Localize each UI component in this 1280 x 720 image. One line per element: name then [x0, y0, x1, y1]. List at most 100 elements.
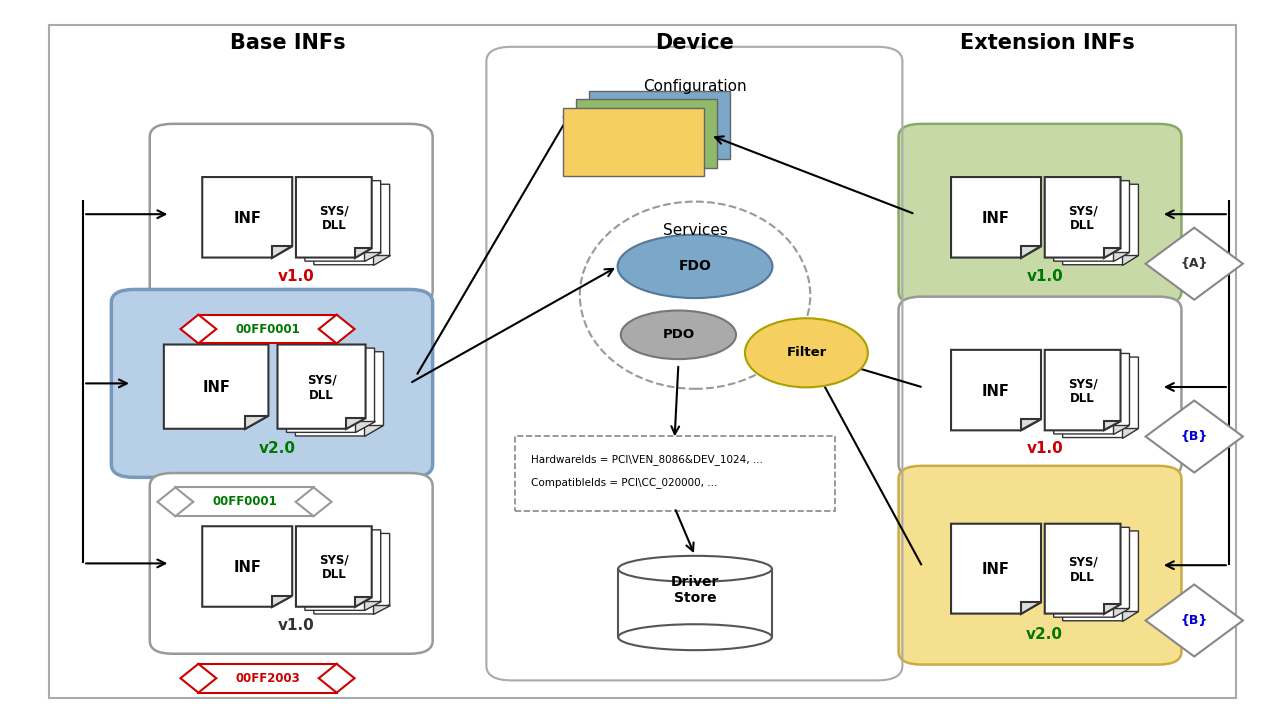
Polygon shape — [273, 246, 292, 258]
Ellipse shape — [621, 310, 736, 359]
Polygon shape — [951, 177, 1041, 258]
Polygon shape — [1121, 611, 1138, 621]
Text: INF: INF — [233, 560, 261, 575]
Text: v1.0: v1.0 — [278, 269, 315, 284]
Text: SYS/
DLL: SYS/ DLL — [307, 374, 337, 402]
Text: v1.0: v1.0 — [278, 618, 315, 633]
Text: INF: INF — [233, 211, 261, 226]
Polygon shape — [1112, 252, 1129, 261]
Polygon shape — [364, 425, 384, 436]
Polygon shape — [355, 598, 371, 607]
Text: SYS/
DLL: SYS/ DLL — [1068, 204, 1097, 233]
Text: HardwareIds = PCI\VEN_8086&DEV_1024, ...: HardwareIds = PCI\VEN_8086&DEV_1024, ... — [531, 454, 763, 464]
Polygon shape — [1103, 604, 1120, 613]
Polygon shape — [1062, 184, 1138, 265]
Text: v1.0: v1.0 — [1027, 441, 1064, 456]
Text: SYS/
DLL: SYS/ DLL — [1068, 556, 1097, 584]
FancyBboxPatch shape — [576, 99, 717, 168]
Polygon shape — [1103, 421, 1120, 431]
Text: PDO: PDO — [662, 328, 695, 341]
Text: INF: INF — [982, 384, 1010, 399]
Text: SYS/
DLL: SYS/ DLL — [319, 204, 348, 233]
Polygon shape — [364, 252, 380, 261]
FancyBboxPatch shape — [899, 124, 1181, 305]
Polygon shape — [1146, 228, 1243, 300]
Polygon shape — [1062, 531, 1138, 621]
Polygon shape — [175, 487, 314, 516]
Polygon shape — [1112, 425, 1129, 434]
Polygon shape — [202, 526, 292, 607]
Text: v1.0: v1.0 — [1027, 269, 1064, 284]
Polygon shape — [273, 595, 292, 607]
Polygon shape — [202, 177, 292, 258]
Polygon shape — [278, 345, 366, 429]
Text: Services: Services — [663, 223, 727, 238]
Text: CompatibleIds = PCI\CC_020000, ...: CompatibleIds = PCI\CC_020000, ... — [531, 477, 718, 487]
Circle shape — [745, 318, 868, 387]
FancyBboxPatch shape — [111, 289, 433, 477]
Polygon shape — [1053, 354, 1129, 434]
Polygon shape — [1062, 357, 1138, 438]
Polygon shape — [1021, 246, 1041, 258]
Polygon shape — [1146, 585, 1243, 657]
Polygon shape — [164, 345, 269, 429]
Polygon shape — [198, 664, 337, 693]
Text: {A}: {A} — [1180, 257, 1208, 270]
Polygon shape — [314, 184, 389, 265]
FancyBboxPatch shape — [899, 466, 1181, 665]
FancyBboxPatch shape — [563, 108, 704, 176]
Polygon shape — [951, 350, 1041, 431]
Polygon shape — [157, 487, 193, 516]
Polygon shape — [296, 526, 371, 607]
Text: {B}: {B} — [1180, 614, 1208, 627]
Polygon shape — [355, 248, 371, 258]
Polygon shape — [1121, 428, 1138, 438]
Polygon shape — [372, 605, 389, 614]
FancyBboxPatch shape — [515, 436, 835, 511]
Text: INF: INF — [982, 211, 1010, 226]
Text: INF: INF — [982, 562, 1010, 577]
FancyBboxPatch shape — [150, 124, 433, 305]
FancyBboxPatch shape — [589, 91, 730, 159]
Text: FDO: FDO — [678, 259, 712, 274]
Polygon shape — [1146, 400, 1243, 472]
Ellipse shape — [618, 235, 773, 298]
Polygon shape — [1021, 603, 1041, 613]
Text: Configuration: Configuration — [644, 79, 746, 94]
Polygon shape — [1044, 523, 1120, 613]
Text: v2.0: v2.0 — [259, 441, 296, 456]
Polygon shape — [305, 530, 380, 611]
Polygon shape — [1021, 419, 1041, 431]
Polygon shape — [246, 416, 269, 429]
FancyBboxPatch shape — [150, 473, 433, 654]
Polygon shape — [364, 601, 380, 611]
Text: {B}: {B} — [1180, 430, 1208, 443]
Polygon shape — [1044, 177, 1120, 258]
Polygon shape — [180, 315, 216, 343]
Polygon shape — [296, 177, 371, 258]
FancyBboxPatch shape — [618, 569, 772, 637]
Text: Driver
Store: Driver Store — [671, 575, 719, 605]
Polygon shape — [296, 352, 384, 436]
Polygon shape — [346, 418, 366, 429]
Polygon shape — [1044, 350, 1120, 431]
Polygon shape — [180, 664, 216, 693]
Polygon shape — [287, 348, 375, 432]
Text: v2.0: v2.0 — [1027, 627, 1064, 642]
Polygon shape — [319, 664, 355, 693]
Polygon shape — [1121, 256, 1138, 265]
Polygon shape — [1053, 527, 1129, 617]
Polygon shape — [198, 315, 337, 343]
Text: Base INFs: Base INFs — [230, 33, 346, 53]
Text: INF: INF — [202, 380, 230, 395]
Polygon shape — [372, 256, 389, 265]
Text: SYS/
DLL: SYS/ DLL — [319, 554, 348, 582]
Text: 00FF0001: 00FF0001 — [212, 495, 276, 508]
Polygon shape — [355, 421, 375, 432]
Polygon shape — [305, 181, 380, 261]
Polygon shape — [1053, 181, 1129, 261]
Polygon shape — [314, 534, 389, 614]
Ellipse shape — [618, 624, 772, 650]
Polygon shape — [1103, 248, 1120, 258]
Polygon shape — [1112, 608, 1129, 617]
